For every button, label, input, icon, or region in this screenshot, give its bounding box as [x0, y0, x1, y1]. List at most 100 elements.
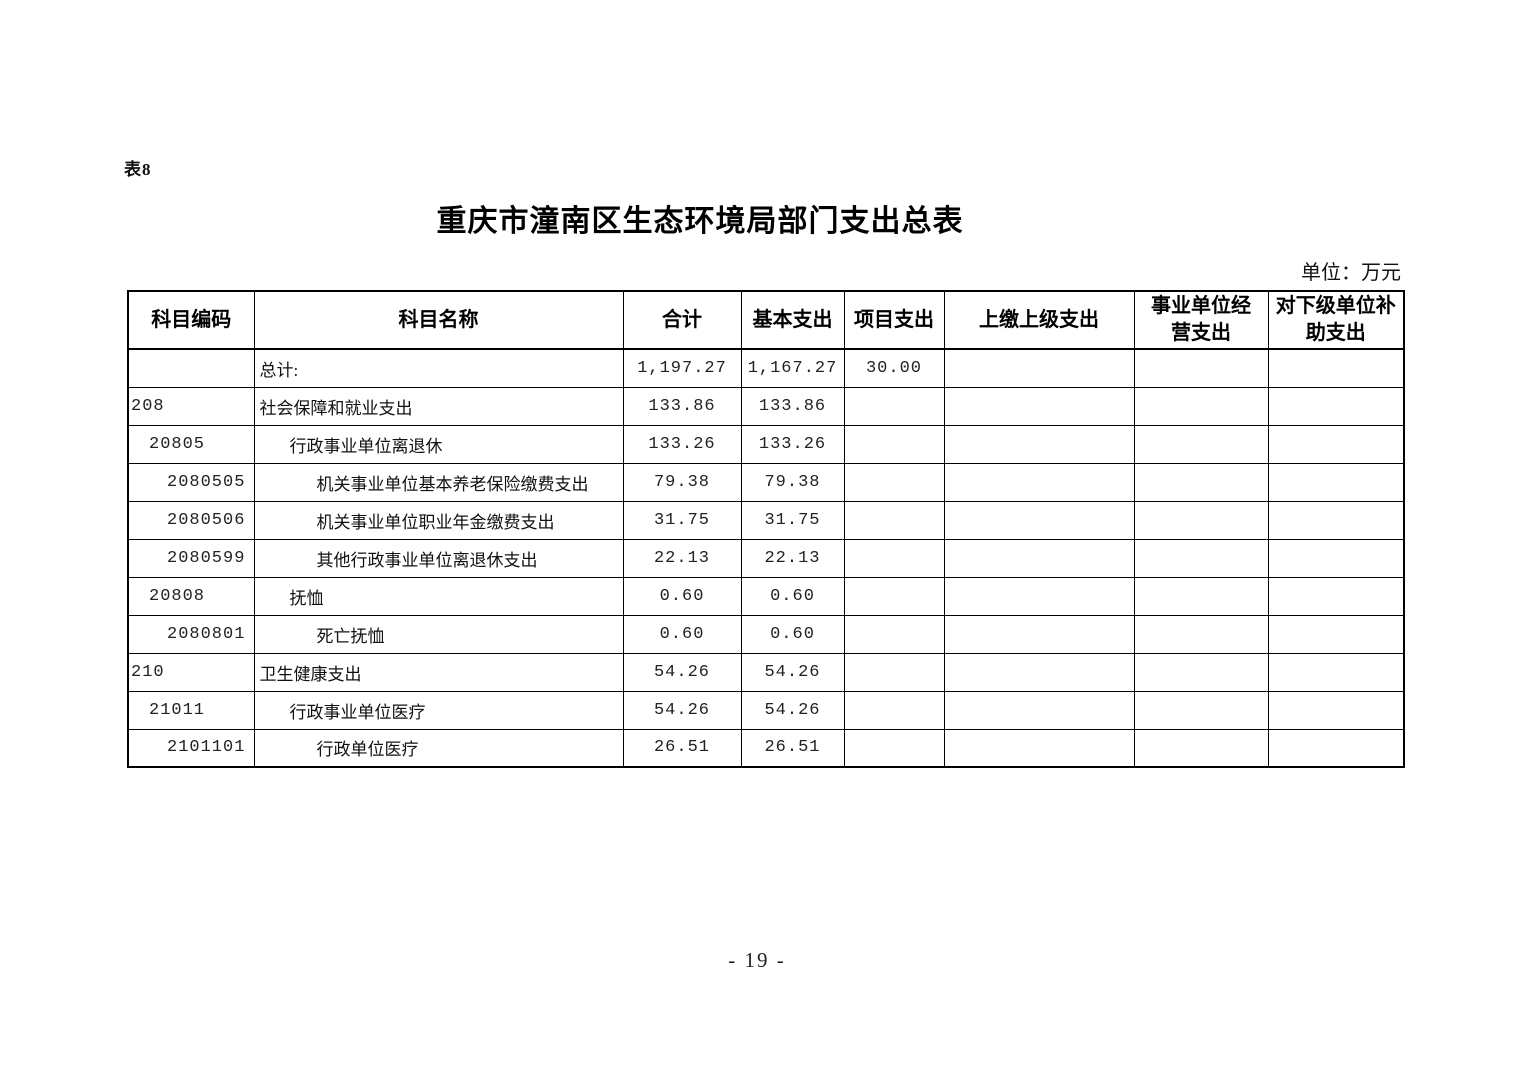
value-cell-6	[1267, 462, 1405, 502]
value-cell-2: 54.26	[740, 690, 845, 730]
subject-name-cell: 机关事业单位基本养老保险缴费支出	[253, 462, 624, 502]
value-cell-1: 0.60	[622, 576, 742, 616]
table-row: 208 社会保障和就业支出 133.86 133.86	[127, 386, 1405, 426]
table-row: 2080505 机关事业单位基本养老保险缴费支出 79.38 79.38	[127, 462, 1405, 502]
value-cell-2: 22.13	[740, 538, 845, 578]
value-cell-2: 31.75	[740, 500, 845, 540]
value-cell-2: 26.51	[740, 728, 845, 768]
column-header-1: 科目编码	[127, 290, 255, 350]
value-cell-4	[943, 386, 1135, 426]
value-cell-3	[843, 576, 945, 616]
value-cell-1: 26.51	[622, 728, 742, 768]
value-cell-6	[1267, 348, 1405, 388]
value-cell-4	[943, 348, 1135, 388]
subject-code-cell: 20808	[127, 576, 255, 616]
value-cell-4	[943, 500, 1135, 540]
value-cell-5	[1133, 462, 1269, 502]
value-cell-5	[1133, 386, 1269, 426]
value-cell-5	[1133, 538, 1269, 578]
value-cell-6	[1267, 690, 1405, 730]
value-cell-4	[943, 614, 1135, 654]
value-cell-2: 133.26	[740, 424, 845, 464]
value-cell-5	[1133, 500, 1269, 540]
value-cell-4	[943, 462, 1135, 502]
unit-label: 单位：万元	[1301, 262, 1401, 284]
subject-code-cell: 2080505	[127, 462, 255, 502]
value-cell-4	[943, 538, 1135, 578]
value-cell-6	[1267, 728, 1405, 768]
column-header-5: 项目支出	[843, 290, 945, 350]
value-cell-6	[1267, 614, 1405, 654]
expenditure-table: 科目编码 科目名称 合计 基本支出 项目支出 上缴上级支出 事业单位经营支出 对下级单位补助支…	[127, 290, 1405, 768]
value-cell-5	[1133, 690, 1269, 730]
table-body: 总计: 1,197.27 1,167.27 30.00 208 社会保障和就业支出 133.…	[127, 348, 1405, 768]
subject-code-cell: 210	[127, 652, 255, 692]
value-cell-1: 31.75	[622, 500, 742, 540]
value-cell-6	[1267, 538, 1405, 578]
subject-name-cell: 抚恤	[253, 576, 624, 616]
value-cell-3	[843, 500, 945, 540]
subject-name-cell: 行政事业单位离退休	[253, 424, 624, 464]
value-cell-2: 0.60	[740, 576, 845, 616]
subject-code-cell	[127, 348, 255, 388]
value-cell-5	[1133, 348, 1269, 388]
value-cell-3	[843, 386, 945, 426]
value-cell-2: 79.38	[740, 462, 845, 502]
column-header-7: 事业单位经营支出	[1133, 290, 1269, 350]
value-cell-4	[943, 690, 1135, 730]
value-cell-4	[943, 652, 1135, 692]
value-cell-1: 1,197.27	[622, 348, 742, 388]
subject-name-cell: 行政单位医疗	[253, 728, 624, 768]
table-row: 210 卫生健康支出 54.26 54.26	[127, 652, 1405, 692]
value-cell-2: 133.86	[740, 386, 845, 426]
column-header-4: 基本支出	[740, 290, 845, 350]
value-cell-6	[1267, 500, 1405, 540]
value-cell-1: 133.26	[622, 424, 742, 464]
subject-code-cell: 208	[127, 386, 255, 426]
subject-name-cell: 卫生健康支出	[253, 652, 624, 692]
page-number: - 19 -	[728, 948, 786, 972]
value-cell-3	[843, 462, 945, 502]
value-cell-5	[1133, 424, 1269, 464]
value-cell-6	[1267, 386, 1405, 426]
value-cell-5	[1133, 652, 1269, 692]
page-title: 重庆市潼南区生态环境局部门支出总表	[436, 205, 964, 238]
value-cell-6	[1267, 576, 1405, 616]
column-header-6: 上缴上级支出	[943, 290, 1135, 350]
value-cell-1: 79.38	[622, 462, 742, 502]
value-cell-5	[1133, 576, 1269, 616]
table-row: 总计: 1,197.27 1,167.27 30.00	[127, 348, 1405, 388]
subject-name-cell: 总计:	[253, 348, 624, 388]
table-row: 2080599 其他行政事业单位离退休支出 22.13 22.13	[127, 538, 1405, 578]
table-header-row: 科目编码 科目名称 合计 基本支出 项目支出 上缴上级支出 事业单位经营支出 对下级单位补助支…	[127, 290, 1405, 350]
value-cell-2: 54.26	[740, 652, 845, 692]
table-row: 20808 抚恤 0.60 0.60	[127, 576, 1405, 616]
value-cell-5	[1133, 614, 1269, 654]
value-cell-3	[843, 728, 945, 768]
value-cell-1: 133.86	[622, 386, 742, 426]
value-cell-3	[843, 652, 945, 692]
value-cell-1: 54.26	[622, 652, 742, 692]
column-header-3: 合计	[622, 290, 742, 350]
subject-name-cell: 其他行政事业单位离退休支出	[253, 538, 624, 578]
table-row: 2080506 机关事业单位职业年金缴费支出 31.75 31.75	[127, 500, 1405, 540]
value-cell-4	[943, 424, 1135, 464]
subject-name-cell: 机关事业单位职业年金缴费支出	[253, 500, 624, 540]
table-header: 科目编码 科目名称 合计 基本支出 项目支出 上缴上级支出 事业单位经营支出 对下级单位补助支…	[127, 290, 1405, 350]
value-cell-3	[843, 614, 945, 654]
value-cell-3	[843, 538, 945, 578]
subject-code-cell: 2080506	[127, 500, 255, 540]
column-header-2: 科目名称	[253, 290, 624, 350]
value-cell-1: 54.26	[622, 690, 742, 730]
column-header-8: 对下级单位补助支出	[1267, 290, 1405, 350]
subject-code-cell: 2080801	[127, 614, 255, 654]
value-cell-1: 22.13	[622, 538, 742, 578]
subject-name-cell: 死亡抚恤	[253, 614, 624, 654]
value-cell-3: 30.00	[843, 348, 945, 388]
table-row: 21011 行政事业单位医疗 54.26 54.26	[127, 690, 1405, 730]
table-row: 2101101 行政单位医疗 26.51 26.51	[127, 728, 1405, 768]
value-cell-6	[1267, 424, 1405, 464]
value-cell-3	[843, 690, 945, 730]
value-cell-5	[1133, 728, 1269, 768]
